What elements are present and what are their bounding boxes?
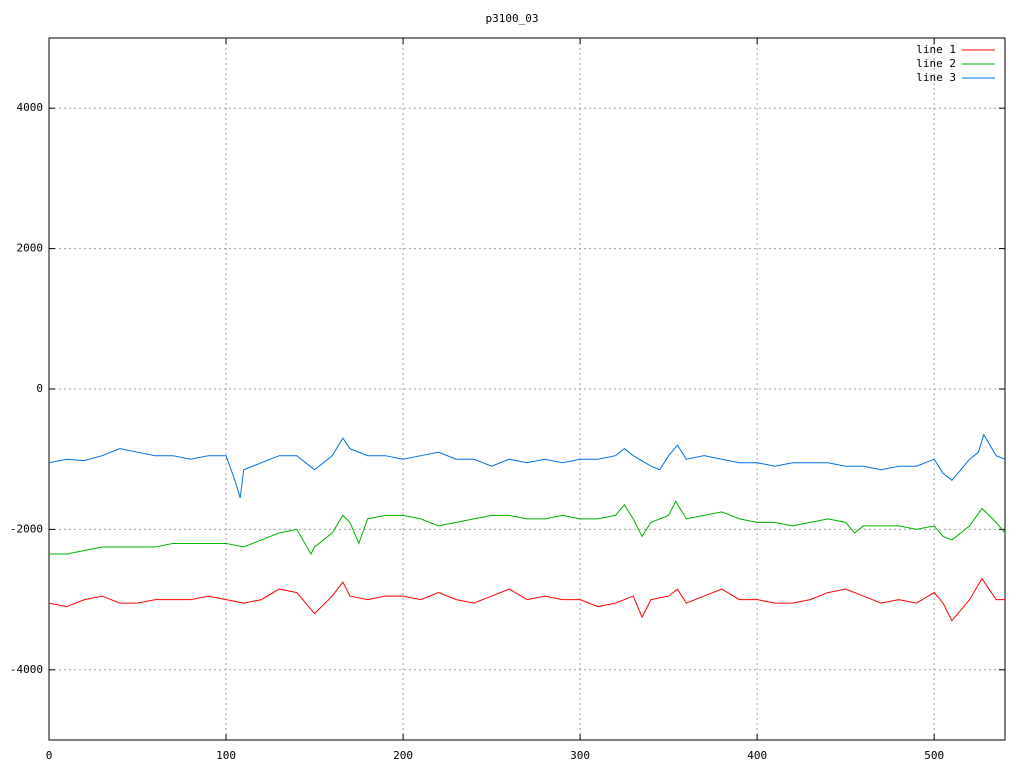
y-tick-label: 2000 (17, 242, 44, 255)
y-tick-label: 4000 (17, 101, 44, 114)
chart-title: p3100_03 (486, 12, 539, 25)
legend-label: line 2 (916, 57, 956, 70)
x-tick-label: 500 (924, 749, 944, 762)
y-tick-label: -4000 (10, 663, 43, 676)
data-line (48, 433, 1006, 498)
y-tick-label: -2000 (10, 522, 43, 535)
x-tick-label: 300 (570, 749, 590, 762)
data-line (49, 500, 1006, 556)
x-tick-label: 0 (46, 749, 53, 762)
data-line (48, 577, 1005, 622)
x-tick-label: 100 (216, 749, 236, 762)
plot-frame (48, 37, 1006, 741)
legend-label: line 1 (916, 43, 956, 56)
x-tick-label: 200 (393, 749, 413, 762)
x-tick-label: 400 (747, 749, 767, 762)
y-tick-label: 0 (36, 382, 43, 395)
legend-label: line 3 (916, 71, 956, 84)
